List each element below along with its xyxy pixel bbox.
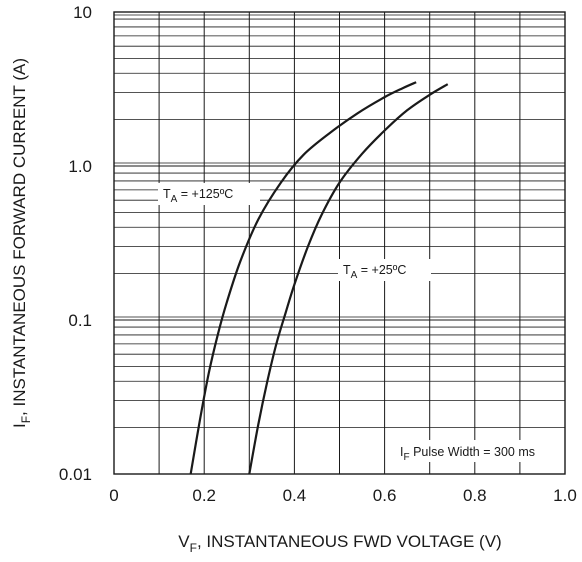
chart-curves xyxy=(189,81,449,475)
x-axis-title: VF, INSTANTANEOUS FWD VOLTAGE (V) xyxy=(178,532,501,555)
chart-grid xyxy=(114,12,565,474)
x-tick-label: 0.4 xyxy=(283,486,307,505)
x-tick-label: 0 xyxy=(109,486,118,505)
x-tick-label: 0.2 xyxy=(192,486,216,505)
series-label-25c: TA = +25ºC xyxy=(343,263,406,281)
series-label-25c-group: TA = +25ºC xyxy=(338,259,431,281)
x-tick-label: 1.0 xyxy=(553,486,577,505)
series-label-125c-group: TA = +125ºC xyxy=(158,183,260,205)
tick-labels: 0 0.2 0.4 0.6 0.8 1.0 0.01 0.1 1.0 10 xyxy=(59,3,577,505)
y-tick-label: 0.1 xyxy=(68,311,92,330)
pulse-width-annotation: IF Pulse Width = 300 ms xyxy=(400,445,535,463)
series-label-125c: TA = +125ºC xyxy=(163,187,233,205)
y-tick-label: 10 xyxy=(73,3,92,22)
y-axis-title: IF, INSTANTANEOUS FORWARD CURRENT (A) xyxy=(10,58,33,428)
y-tick-label: 0.01 xyxy=(59,465,92,484)
x-tick-label: 0.6 xyxy=(373,486,397,505)
x-tick-label: 0.8 xyxy=(463,486,487,505)
curve-125c xyxy=(189,81,417,475)
pulse-width-annotation-group: IF Pulse Width = 300 ms xyxy=(395,440,563,463)
plot-frame xyxy=(113,11,566,475)
y-tick-label: 1.0 xyxy=(68,157,92,176)
curve-25c xyxy=(248,83,449,475)
